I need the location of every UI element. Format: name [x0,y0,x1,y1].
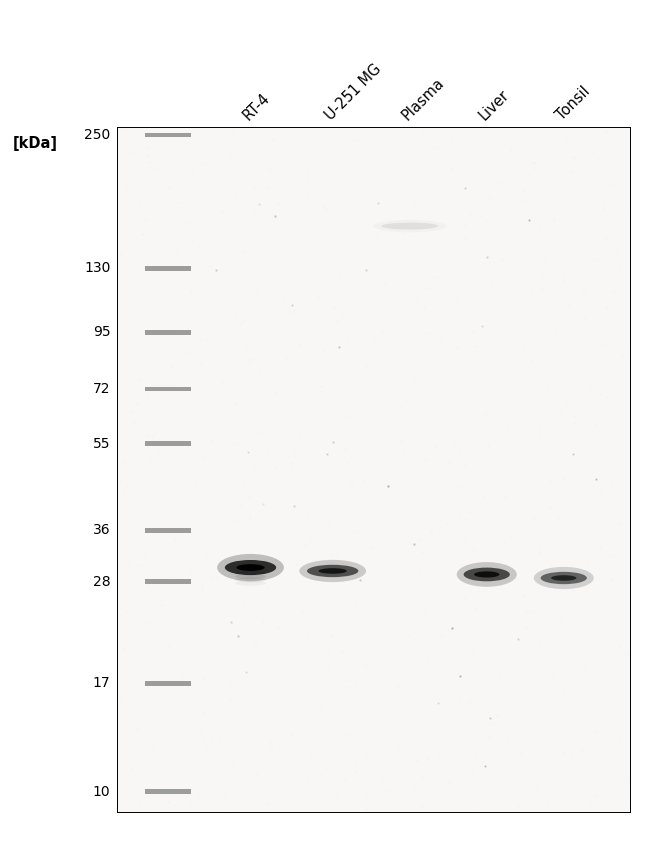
FancyBboxPatch shape [145,789,192,794]
Text: Plasma: Plasma [399,75,447,123]
Ellipse shape [299,560,366,582]
Ellipse shape [237,564,265,571]
Text: 28: 28 [93,574,110,589]
Text: 130: 130 [84,262,111,275]
Ellipse shape [382,223,438,230]
Text: 17: 17 [93,677,110,690]
Ellipse shape [307,565,358,577]
FancyBboxPatch shape [145,528,192,533]
Text: RT-4: RT-4 [240,90,272,123]
Ellipse shape [457,562,517,587]
Ellipse shape [235,571,266,575]
Text: Liver: Liver [476,87,512,123]
Ellipse shape [541,572,587,584]
Ellipse shape [235,578,266,582]
Ellipse shape [551,575,577,581]
Ellipse shape [235,574,266,579]
Ellipse shape [318,568,347,573]
FancyBboxPatch shape [145,133,192,137]
Ellipse shape [463,567,510,581]
FancyBboxPatch shape [145,330,192,335]
FancyBboxPatch shape [145,386,192,391]
FancyBboxPatch shape [145,441,192,446]
FancyBboxPatch shape [145,681,192,686]
Ellipse shape [217,554,284,581]
FancyBboxPatch shape [145,579,192,584]
Text: [kDa]: [kDa] [13,136,58,151]
FancyBboxPatch shape [117,127,630,813]
Ellipse shape [373,220,447,232]
FancyBboxPatch shape [145,266,192,271]
Text: Tonsil: Tonsil [553,83,593,123]
Text: 36: 36 [93,523,110,537]
Text: 55: 55 [93,437,110,451]
Text: 72: 72 [93,382,110,396]
Text: 250: 250 [84,128,110,142]
Ellipse shape [474,572,499,578]
Text: 10: 10 [93,784,110,799]
Text: U-251 MG: U-251 MG [322,61,384,123]
Ellipse shape [534,567,594,590]
Text: 95: 95 [93,325,110,340]
Ellipse shape [225,560,276,575]
